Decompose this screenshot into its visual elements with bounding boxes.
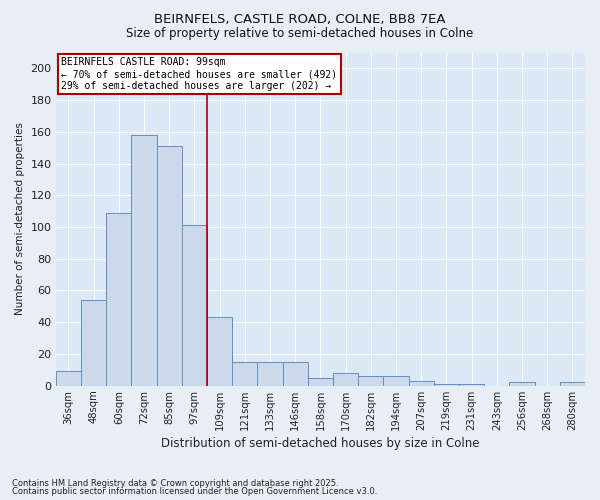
Bar: [283, 362, 308, 386]
Text: BEIRNFELS, CASTLE ROAD, COLNE, BB8 7EA: BEIRNFELS, CASTLE ROAD, COLNE, BB8 7EA: [154, 12, 446, 26]
Bar: [207, 318, 232, 386]
Text: Size of property relative to semi-detached houses in Colne: Size of property relative to semi-detach…: [127, 28, 473, 40]
Bar: [106, 212, 131, 386]
Bar: [459, 384, 484, 386]
Bar: [182, 226, 207, 386]
Bar: [434, 384, 459, 386]
Bar: [131, 135, 157, 386]
Bar: [333, 373, 358, 386]
Bar: [509, 382, 535, 386]
X-axis label: Distribution of semi-detached houses by size in Colne: Distribution of semi-detached houses by …: [161, 437, 479, 450]
Bar: [232, 362, 257, 386]
Bar: [383, 376, 409, 386]
Bar: [358, 376, 383, 386]
Text: Contains public sector information licensed under the Open Government Licence v3: Contains public sector information licen…: [12, 487, 377, 496]
Bar: [81, 300, 106, 386]
Text: BEIRNFELS CASTLE ROAD: 99sqm
← 70% of semi-detached houses are smaller (492)
29%: BEIRNFELS CASTLE ROAD: 99sqm ← 70% of se…: [61, 58, 337, 90]
Bar: [157, 146, 182, 386]
Text: Contains HM Land Registry data © Crown copyright and database right 2025.: Contains HM Land Registry data © Crown c…: [12, 478, 338, 488]
Bar: [308, 378, 333, 386]
Bar: [409, 381, 434, 386]
Bar: [56, 371, 81, 386]
Bar: [257, 362, 283, 386]
Y-axis label: Number of semi-detached properties: Number of semi-detached properties: [15, 122, 25, 316]
Bar: [560, 382, 585, 386]
